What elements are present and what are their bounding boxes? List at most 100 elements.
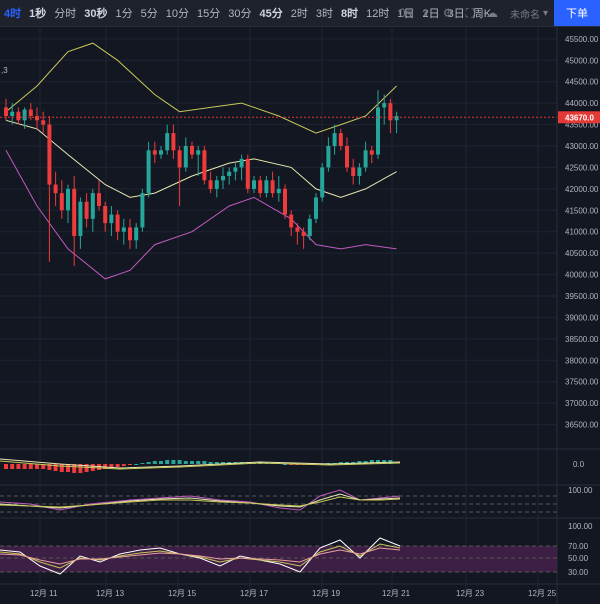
timeframe-6[interactable]: 10分: [165, 8, 189, 20]
candle-body: [338, 133, 343, 146]
candle-body: [152, 150, 157, 155]
rsi-line-3: [0, 547, 401, 565]
cloud-icon[interactable]: ☁: [485, 6, 498, 20]
candle-body: [202, 150, 207, 181]
settings-icon[interactable]: ⚙: [442, 6, 454, 20]
candle-body: [41, 120, 46, 125]
chart-area[interactable]: 45500.00 45000.00 44500.00 44000.00 43500.00…: [0, 26, 600, 604]
candle-body: [388, 103, 393, 121]
timeframe-15[interactable]: 2日: [422, 8, 440, 20]
timeframe-12[interactable]: 8时: [341, 8, 359, 20]
timeframe-9[interactable]: 45分: [259, 8, 283, 20]
candle-body: [214, 180, 219, 189]
timeframe-1[interactable]: 1秒: [29, 8, 47, 20]
candle-body: [190, 146, 194, 155]
time-tick-label: 12月 15: [168, 589, 197, 598]
candle-body: [332, 133, 337, 146]
macd-bar: [283, 464, 287, 465]
macd-bar: [159, 461, 163, 464]
candle-body: [376, 107, 380, 155]
macd-bar: [140, 463, 145, 464]
candle-body: [183, 146, 188, 168]
timeframe-16[interactable]: 3日: [447, 8, 465, 20]
macd-bar: [165, 460, 170, 464]
candle-body: [283, 188, 287, 215]
candle-body: [382, 103, 387, 108]
candle-body: [233, 167, 238, 172]
timeframe-0[interactable]: 4时: [4, 8, 22, 20]
macd-bar: [289, 464, 294, 465]
candle-body: [227, 171, 232, 176]
price-tick-label: 44500.00: [565, 78, 599, 87]
macd-zero-label: 0.0: [573, 460, 585, 469]
candle-body: [301, 231, 306, 236]
macd-bar: [190, 461, 194, 464]
timeframe-17[interactable]: 周K: [472, 8, 492, 20]
macd-pane: 0.0: [0, 448, 600, 473]
candle-body: [66, 188, 70, 211]
timeframe-10[interactable]: 2时: [290, 8, 308, 20]
candle-body: [35, 116, 39, 121]
timeframe-14[interactable]: 1日: [397, 8, 415, 20]
candle-body: [394, 116, 399, 121]
candle-body: [307, 218, 312, 236]
candle-body: [196, 150, 201, 155]
candle-body: [109, 214, 114, 224]
grid-lines: [0, 26, 557, 596]
timeframe-11[interactable]: 3时: [315, 8, 333, 20]
macd-bar: [357, 461, 362, 464]
middle-band-line: [5, 119, 397, 198]
timeframe-13[interactable]: 12时: [366, 8, 390, 20]
partial-legend: ,3: [1, 66, 8, 75]
timeframe-2[interactable]: 分时: [54, 8, 77, 20]
timeframe-5[interactable]: 5分: [140, 8, 158, 20]
macd-bar: [134, 464, 139, 465]
time-tick-label: 12月 23: [456, 589, 485, 598]
kdj-top-label: 100.00: [568, 486, 593, 495]
candle-body: [177, 150, 182, 168]
candle-body: [121, 227, 126, 232]
candle-body: [320, 167, 325, 198]
price-tick-label: 39000.00: [565, 313, 599, 322]
timeframe-7[interactable]: 15分: [197, 8, 221, 20]
price-axis[interactable]: 45500.00 45000.00 44500.00 44000.00 43500.00…: [556, 26, 600, 604]
macd-bar: [78, 464, 83, 473]
candle-body: [245, 158, 250, 189]
price-tick-label: 39500.00: [565, 292, 599, 301]
current-price-label: 43670.0: [565, 113, 594, 122]
toolbar-right: 0s ◐ ⚙ ⛶ ☁ 未命名 ▾ 下单: [393, 0, 600, 26]
candle-body: [22, 109, 27, 121]
candle-body: [171, 133, 176, 151]
timeframe-3[interactable]: 30秒: [84, 8, 108, 20]
macd-bar: [376, 460, 380, 464]
macd-bar: [16, 464, 21, 469]
layout-name-dropdown[interactable]: 未命名 ▾: [504, 6, 554, 21]
candle-body: [314, 197, 318, 219]
candle-body: [53, 184, 58, 194]
price-tick-label: 37000.00: [565, 399, 599, 408]
fullscreen-icon[interactable]: ⛶: [465, 5, 474, 20]
candle-body: [252, 180, 256, 189]
rsi-line-2: [0, 543, 401, 569]
time-tick-label: 12月 11: [30, 589, 58, 598]
candle-body: [295, 227, 300, 232]
price-tick-label: 38000.00: [565, 356, 599, 365]
macd-bar: [22, 464, 27, 469]
macd-bar: [227, 462, 232, 464]
camera-icon[interactable]: ◐: [423, 6, 431, 20]
timeframe-8[interactable]: 30分: [228, 8, 252, 20]
price-tick-label: 42000.00: [565, 185, 599, 194]
macd-bar: [171, 460, 176, 464]
order-button[interactable]: 下单: [554, 0, 600, 26]
candle-body: [239, 158, 244, 168]
candle-body: [270, 180, 275, 194]
price-tick-label: 42500.00: [565, 163, 599, 172]
macd-bar: [72, 464, 77, 473]
macd-bar: [59, 464, 64, 472]
timeframe-4[interactable]: 1分: [115, 8, 133, 20]
candle-body: [28, 109, 33, 116]
candle-body: [47, 124, 52, 185]
macd-bar: [369, 460, 374, 464]
price-tick-label: 37500.00: [565, 378, 599, 387]
macd-bar: [66, 464, 70, 472]
